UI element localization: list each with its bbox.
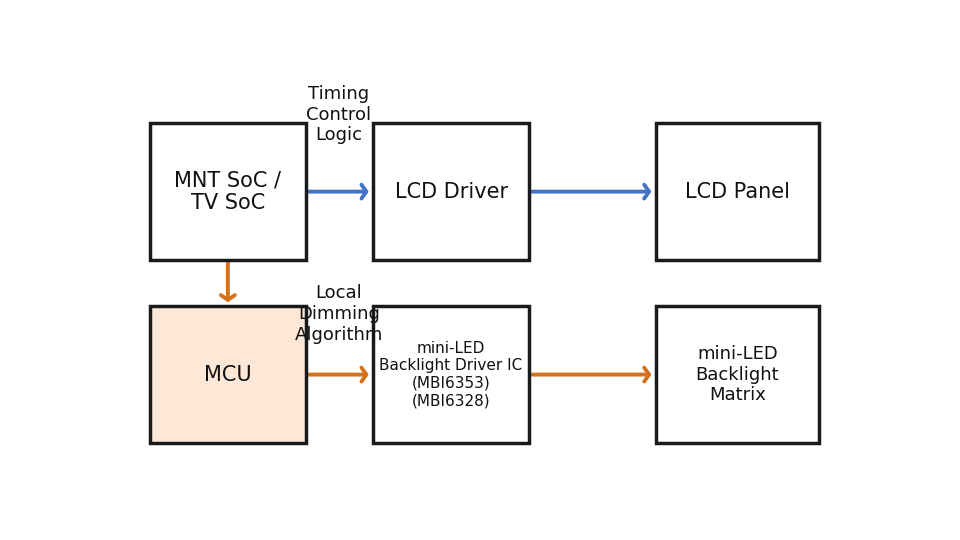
- Text: MCU: MCU: [204, 364, 252, 384]
- Text: LCD Driver: LCD Driver: [395, 181, 508, 201]
- Text: mini-LED
Backlight Driver IC
(MBI6353)
(MBI6328): mini-LED Backlight Driver IC (MBI6353) (…: [379, 341, 522, 408]
- FancyBboxPatch shape: [656, 306, 820, 443]
- Text: Local
Dimming
Algorithm: Local Dimming Algorithm: [295, 285, 383, 344]
- Text: Timing
Control
Logic: Timing Control Logic: [306, 85, 372, 145]
- Text: mini-LED
Backlight
Matrix: mini-LED Backlight Matrix: [696, 345, 780, 404]
- FancyBboxPatch shape: [372, 123, 529, 260]
- FancyBboxPatch shape: [150, 123, 306, 260]
- Text: LCD Panel: LCD Panel: [685, 181, 790, 201]
- Text: MNT SoC /
TV SoC: MNT SoC / TV SoC: [175, 170, 281, 213]
- FancyBboxPatch shape: [656, 123, 820, 260]
- FancyBboxPatch shape: [372, 306, 529, 443]
- FancyBboxPatch shape: [150, 306, 306, 443]
